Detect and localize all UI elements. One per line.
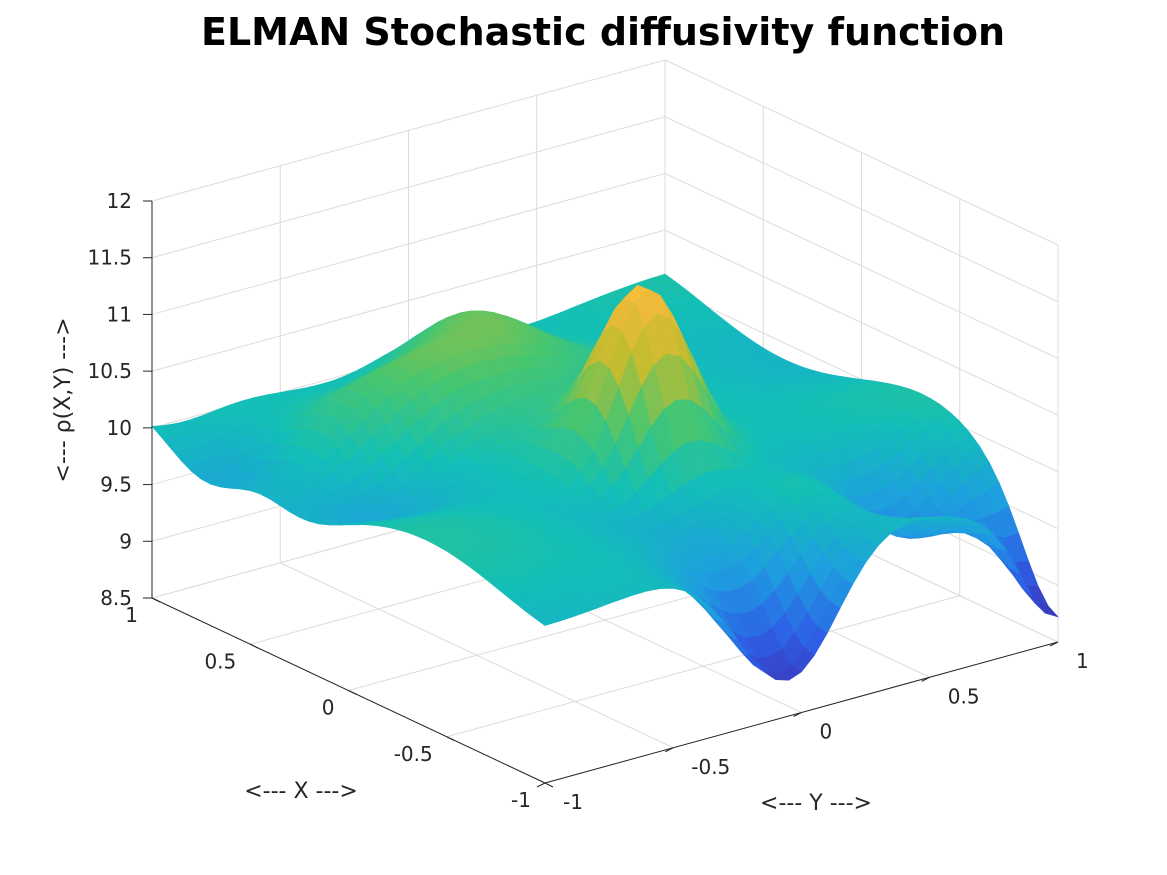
x-tick-mark: [348, 690, 357, 695]
grid-line: [664, 59, 1059, 246]
z-tick-label: 12: [107, 189, 132, 213]
x-tick-label: -0.5: [394, 742, 433, 766]
grid-line: [664, 116, 1059, 303]
y-tick-label: 0: [820, 720, 833, 744]
x-tick-mark: [446, 736, 455, 742]
z-tick-label: 9.5: [100, 473, 132, 497]
x-tick-mark: [151, 597, 161, 603]
y-tick-mark: [665, 747, 674, 753]
y-tick-label: 0.5: [948, 684, 980, 708]
z-tick-label: 11.5: [87, 246, 132, 270]
grid-line: [151, 229, 666, 372]
z-axis-label: <--- ρ(X,Y) --->: [51, 317, 76, 482]
x-tick-label: 0.5: [204, 649, 236, 673]
x-tick-label: 0: [322, 696, 335, 720]
x-tick-label: 1: [125, 603, 138, 627]
z-tick-label: 8.5: [100, 586, 132, 610]
surface-patch: [534, 614, 559, 626]
grid-line: [151, 172, 666, 315]
z-tick-label: 11: [107, 302, 132, 326]
grid-line: [151, 116, 666, 259]
y-axis-label: <--- Y --->: [760, 791, 872, 816]
y-tick-mark: [921, 676, 930, 682]
x-tick-label: -1: [511, 788, 531, 812]
z-tick-label: 10.5: [87, 359, 132, 383]
y-tick-mark: [1049, 641, 1059, 647]
z-tick-label: 9: [119, 529, 132, 553]
z-axis-ticks: 8.5 9 9.5 10 10.5 11 11.5 12: [87, 189, 152, 610]
grid-line: [151, 59, 666, 202]
y-tick-mark: [536, 782, 546, 788]
y-tick-label: 1: [1076, 649, 1089, 673]
x-tick-mark: [250, 643, 259, 649]
grid-line: [664, 229, 1059, 416]
y-tick-label: -0.5: [691, 755, 730, 779]
z-tick-label: 10: [107, 416, 132, 440]
x-tick-mark: [544, 782, 554, 788]
y-tick-label: -1: [563, 790, 583, 814]
grid-line: [280, 562, 674, 749]
x-axis-ticks: -1 -0.5 0 0.5 1: [125, 597, 554, 812]
y-tick-mark: [793, 712, 802, 717]
chart-title: ELMAN Stochastic diffusivity function: [201, 10, 1005, 54]
x-axis-label: <--- X --->: [244, 779, 358, 804]
y-axis-ticks: -1 -0.5 0 0.5 1: [536, 641, 1089, 814]
surface-mesh: [151, 273, 1059, 681]
grid-line: [664, 172, 1059, 359]
